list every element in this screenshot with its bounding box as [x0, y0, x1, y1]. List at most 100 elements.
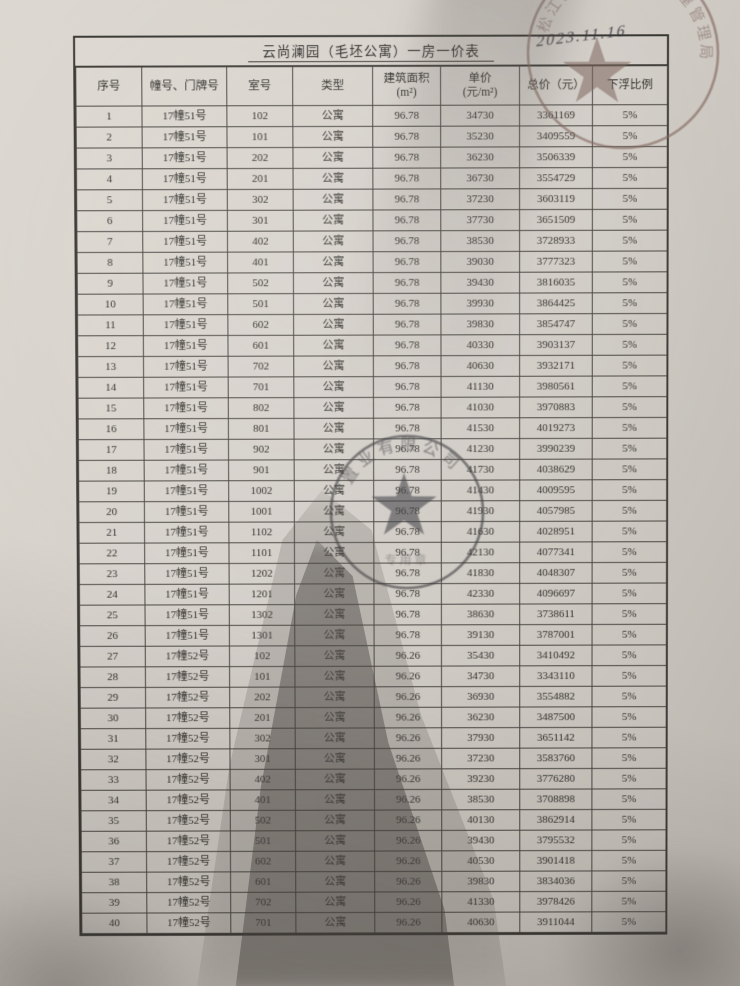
- cell: 39430: [440, 272, 520, 294]
- cell: 701: [230, 912, 296, 934]
- cell: 公寓: [293, 397, 374, 419]
- cell: 17幢51号: [144, 542, 230, 564]
- table-row: 29 17幢52号 202 公寓 96.26 36930 3554882 5%: [80, 686, 667, 709]
- cell: 公寓: [294, 501, 374, 522]
- cell: 35430: [441, 645, 520, 667]
- table-row: 37 17幢52号 602 公寓 96.26 40530 3901418 5%: [81, 850, 666, 873]
- cell: 17幢52号: [145, 707, 230, 729]
- table-row: 18 17幢51号 901 公寓 96.78 41730 4038629 5%: [78, 458, 667, 482]
- cell: 3787001: [519, 624, 593, 646]
- cell: 5%: [592, 313, 667, 335]
- cell: 40330: [440, 334, 520, 356]
- cell: 96.78: [372, 188, 441, 210]
- table-row: 20 17幢51号 1001 公寓 96.78 41930 4057985 5%: [78, 500, 667, 523]
- table-row: 2 17幢51号 101 公寓 96.78 35230 3409559 5%: [76, 125, 668, 149]
- cell: 公寓: [293, 189, 373, 211]
- cell: 公寓: [293, 168, 373, 190]
- table-row: 40 17幢52号 701 公寓 96.26 40630 3911044 5%: [81, 911, 666, 934]
- cell: 公寓: [295, 707, 375, 729]
- cell: 5%: [591, 706, 667, 728]
- cell: 802: [228, 397, 294, 419]
- cell: 96.78: [373, 583, 442, 605]
- cell: 40630: [441, 912, 520, 933]
- cell: 96.26: [374, 686, 442, 708]
- cell: 28: [80, 666, 146, 688]
- cell: 37730: [440, 209, 520, 231]
- cell: 4: [76, 168, 143, 190]
- cell: 96.78: [373, 251, 441, 273]
- cell: 34: [80, 790, 147, 811]
- table-row: 16 17幢51号 801 公寓 96.78 41530 4019273 5%: [78, 417, 667, 440]
- cell: 3970883: [519, 396, 593, 418]
- cell: 5%: [592, 562, 667, 584]
- cell: 公寓: [294, 480, 374, 502]
- cell: 96.78: [373, 417, 442, 439]
- cell: 96.26: [374, 830, 442, 852]
- cell: 702: [230, 892, 296, 913]
- cell: 公寓: [293, 293, 374, 315]
- cell: 17幢52号: [145, 748, 231, 770]
- cell: 501: [227, 293, 294, 315]
- cell: 102: [226, 105, 293, 127]
- cell: 39: [81, 892, 147, 914]
- cell: 41230: [441, 438, 520, 460]
- cell: 701: [228, 376, 294, 398]
- cell: 公寓: [294, 542, 374, 564]
- cell: 34730: [441, 665, 520, 687]
- cell: 101: [229, 666, 295, 688]
- cell: 96.78: [373, 542, 442, 564]
- table-row: 30 17幢52号 201 公寓 96.26 36230 3487500 5%: [80, 706, 667, 729]
- cell: 5%: [592, 355, 667, 377]
- cell: 96.26: [374, 707, 442, 728]
- cell: 17幢51号: [144, 604, 230, 626]
- cell: 41730: [441, 459, 520, 481]
- cell: 41830: [441, 562, 520, 584]
- cell: 10: [77, 294, 144, 316]
- cell: 36930: [441, 686, 520, 708]
- cell: 96.78: [373, 334, 441, 356]
- cell: 17幢52号: [145, 769, 231, 791]
- table-row: 14 17幢51号 701 公寓 96.78 41130 3980561 5%: [77, 375, 667, 399]
- cell: 21: [78, 522, 145, 544]
- cell: 17幢51号: [143, 397, 229, 419]
- column-header: 室号: [226, 66, 293, 106]
- cell: 202: [227, 147, 294, 169]
- cell: 31: [80, 728, 146, 750]
- cell: 39830: [441, 871, 520, 892]
- cell: 3708898: [519, 789, 592, 810]
- table-row: 36 17幢52号 501 公寓 96.26 39430 3795532 5%: [81, 829, 666, 852]
- cell: 17幢51号: [144, 460, 229, 481]
- cell: 38530: [440, 230, 520, 252]
- cell: 公寓: [295, 891, 375, 913]
- cell: 96.78: [373, 293, 441, 315]
- cell: 502: [230, 810, 296, 831]
- cell: 公寓: [292, 126, 373, 148]
- cell: 17幢52号: [146, 810, 231, 832]
- cell: 5%: [591, 911, 666, 933]
- cell: 5%: [592, 644, 667, 666]
- cell: 96.78: [374, 624, 442, 646]
- cell: 4038629: [519, 459, 593, 480]
- cell: 5%: [591, 686, 667, 707]
- cell: 公寓: [295, 830, 375, 852]
- cell: 公寓: [293, 335, 374, 357]
- cell: 公寓: [295, 727, 375, 749]
- table-row: 39 17幢52号 702 公寓 96.26 41330 3978426 5%: [81, 891, 666, 914]
- cell: 96.26: [374, 850, 442, 872]
- cell: 1301: [229, 625, 295, 647]
- cell: 34730: [440, 105, 520, 127]
- cell: 5%: [592, 334, 667, 356]
- cell: 41330: [441, 891, 520, 913]
- cell: 6: [76, 210, 143, 232]
- cell: 公寓: [294, 645, 375, 667]
- table-row: 24 17幢51号 1201 公寓 96.78 42330 4096697 5%: [79, 583, 667, 606]
- table-row: 23 17幢51号 1202 公寓 96.78 41830 4048307 5%: [79, 562, 667, 585]
- cell: 3409559: [519, 125, 593, 147]
- cell: 17幢51号: [142, 168, 228, 190]
- cell: 96.78: [373, 459, 442, 481]
- cell: 401: [227, 251, 294, 273]
- cell: 17幢52号: [146, 912, 231, 934]
- table-row: 22 17幢51号 1101 公寓 96.78 42130 4077341 5%: [79, 541, 667, 564]
- cell: 17幢51号: [144, 584, 230, 605]
- table-row: 32 17幢52号 301 公寓 96.26 37230 3583760 5%: [80, 747, 667, 770]
